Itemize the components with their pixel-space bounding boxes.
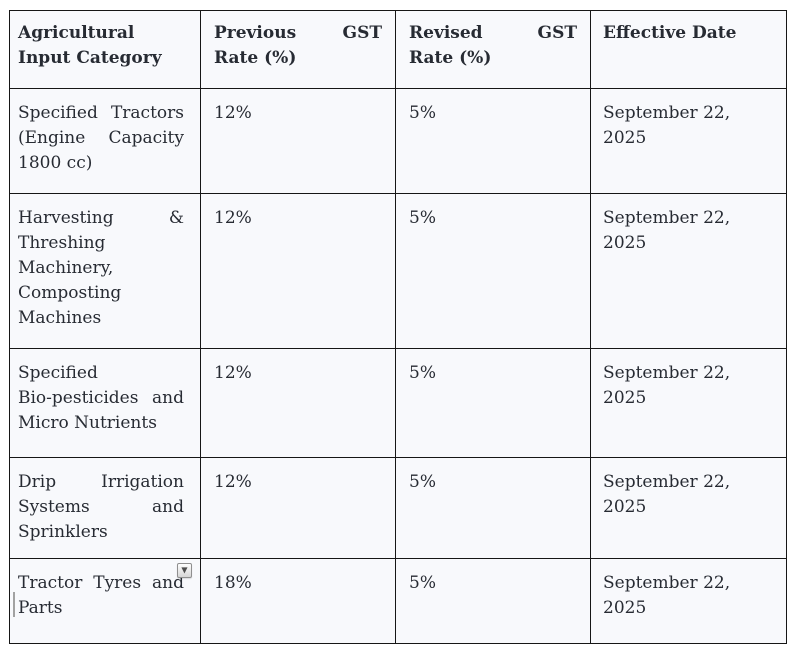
cell-revised-gst[interactable]: 5% [395, 193, 591, 349]
text-line: Bio-pesticides and [18, 388, 184, 408]
table-header: Agricultural Input Category Previous GST R… [9, 10, 787, 89]
gst-rates-table: Agricultural Input Category Previous GST R… [9, 10, 787, 644]
text-line: Sprinklers [18, 522, 108, 542]
cell-category[interactable]: Harvesting & Threshing Machinery, Compostin… [9, 193, 201, 349]
text-line: (Engine Capacity [18, 128, 184, 148]
cell-effective-date[interactable]: September 22, 2025 [590, 558, 787, 644]
text-line: Parts [18, 598, 63, 618]
text-line: Agricultural [18, 23, 135, 43]
text-line: 1800 cc) [18, 153, 93, 173]
text-line: Harvesting & [18, 208, 184, 228]
text-line: Specified Tractors [18, 103, 184, 123]
cell-previous-gst[interactable]: 12% [200, 457, 396, 559]
cell-category[interactable]: Specified Bio-pesticides and Micro Nutrien… [9, 348, 201, 458]
cell-options-dropdown-button[interactable]: ▼ [177, 563, 192, 578]
text-line: Rate (%) [214, 48, 297, 68]
column-header-effective-date[interactable]: Effective Date [590, 10, 787, 89]
cell-previous-gst[interactable]: 12% [200, 348, 396, 458]
column-header-revised-gst-rate[interactable]: Revised GST Rate (%) [395, 10, 591, 89]
text-line: Tractor Tyres and [18, 573, 184, 593]
text-line: Input Category [18, 48, 162, 68]
cell-revised-gst[interactable]: 5% [395, 558, 591, 644]
cell-revised-gst[interactable]: 5% [395, 348, 591, 458]
cell-category[interactable]: Specified Tractors (Engine Capacity 1800 c… [9, 88, 201, 194]
cell-effective-date[interactable]: September 22, 2025 [590, 88, 787, 194]
cell-category[interactable]: Drip Irrigation Systems and Sprinklers [9, 457, 201, 559]
table-body: Specified Tractors (Engine Capacity 1800 c… [9, 88, 787, 644]
cell-effective-date[interactable]: September 22, 2025 [590, 457, 787, 559]
text-cursor-caret [13, 592, 15, 617]
table-row-tractor-tyres: Tractor Tyres and Parts 18% 5% September … [9, 558, 787, 644]
cell-previous-gst[interactable]: 12% [200, 88, 396, 194]
cell-previous-gst[interactable]: 18% [200, 558, 396, 644]
column-header-previous-gst-rate[interactable]: Previous GST Rate (%) [200, 10, 396, 89]
text-line: Systems and [18, 497, 184, 517]
header-row: Agricultural Input Category Previous GST R… [9, 10, 787, 89]
text-line: Threshing [18, 233, 106, 253]
text-line: Specified [18, 363, 98, 383]
cell-effective-date[interactable]: September 22, 2025 [590, 193, 787, 349]
cell-revised-gst[interactable]: 5% [395, 88, 591, 194]
text-line: Machines [18, 308, 102, 328]
column-header-agricultural-input-category[interactable]: Agricultural Input Category [9, 10, 201, 89]
text-line: Previous GST [214, 23, 382, 43]
cell-revised-gst[interactable]: 5% [395, 457, 591, 559]
text-line: Rate (%) [409, 48, 492, 68]
text-line: Micro Nutrients [18, 413, 157, 433]
table-row-drip-irrigation: Drip Irrigation Systems and Sprinklers 12%… [9, 457, 787, 559]
cell-category[interactable]: Tractor Tyres and Parts [9, 558, 201, 644]
text-line: Drip Irrigation [18, 472, 184, 492]
chevron-down-icon: ▼ [181, 565, 188, 574]
table-row-bio-pesticides: Specified Bio-pesticides and Micro Nutrien… [9, 348, 787, 458]
cell-previous-gst[interactable]: 12% [200, 193, 396, 349]
cell-effective-date[interactable]: September 22, 2025 [590, 348, 787, 458]
table-row-specified-tractors: Specified Tractors (Engine Capacity 1800 c… [9, 88, 787, 194]
text-line: Composting [18, 283, 122, 303]
text-line: Revised GST [409, 23, 577, 43]
table-row-harvesting-threshing: Harvesting & Threshing Machinery, Compostin… [9, 193, 787, 349]
text-line: Machinery, [18, 258, 114, 278]
